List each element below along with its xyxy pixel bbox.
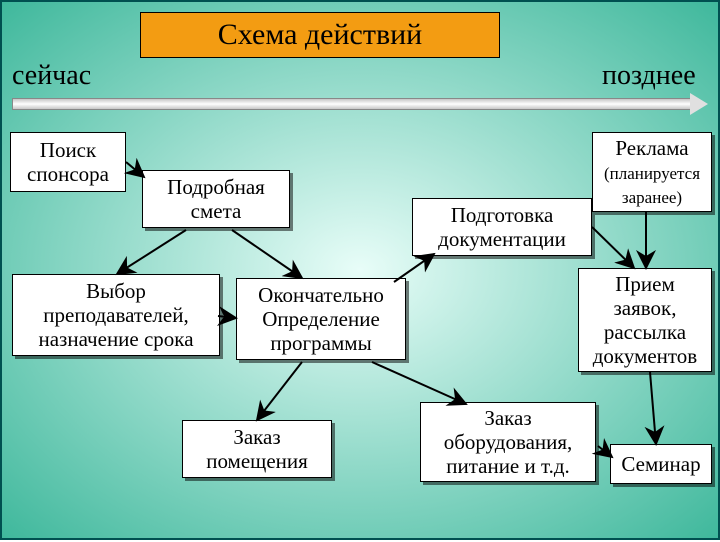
node-label: Выбор преподавателей, назначение срока bbox=[19, 279, 213, 351]
node-label: Заказ оборудования, питание и т.д. bbox=[427, 406, 589, 478]
node-label: Подготовка документации bbox=[419, 203, 585, 251]
timeline-arrowhead bbox=[690, 93, 708, 115]
title-box: Схема действий bbox=[140, 12, 500, 58]
node-label: Подробная смета bbox=[149, 175, 283, 223]
node-docs: Подготовка документации bbox=[412, 198, 592, 256]
node-label: Окончательно Определение программы bbox=[243, 283, 399, 355]
node-label: Реклама (планируется заранее) bbox=[599, 136, 705, 208]
node-seminar: Семинар bbox=[610, 444, 712, 484]
node-label: Прием заявок, рассылка документов bbox=[585, 272, 705, 369]
node-label: Заказ помещения bbox=[189, 425, 325, 473]
node-ads-sub: (планируется заранее) bbox=[604, 164, 700, 207]
timeline-label-right: позднее bbox=[602, 60, 696, 92]
diagram-canvas: Схема действий сейчас позднее Поиск спон… bbox=[0, 0, 720, 540]
node-sponsor: Поиск спонсора bbox=[10, 132, 126, 192]
node-apps: Прием заявок, рассылка документов bbox=[578, 268, 712, 372]
node-program: Окончательно Определение программы bbox=[236, 278, 406, 360]
timeline-bar bbox=[12, 98, 692, 110]
title-text: Схема действий bbox=[218, 18, 423, 52]
node-label: Семинар bbox=[621, 452, 700, 476]
node-room: Заказ помещения bbox=[182, 420, 332, 478]
node-equip: Заказ оборудования, питание и т.д. bbox=[420, 402, 596, 482]
node-teachers: Выбор преподавателей, назначение срока bbox=[12, 274, 220, 356]
node-estimate: Подробная смета bbox=[142, 170, 290, 228]
node-ads-title: Реклама bbox=[615, 136, 688, 160]
node-ads: Реклама (планируется заранее) bbox=[592, 132, 712, 212]
timeline-label-left: сейчас bbox=[12, 60, 91, 92]
node-label: Поиск спонсора bbox=[17, 138, 119, 186]
